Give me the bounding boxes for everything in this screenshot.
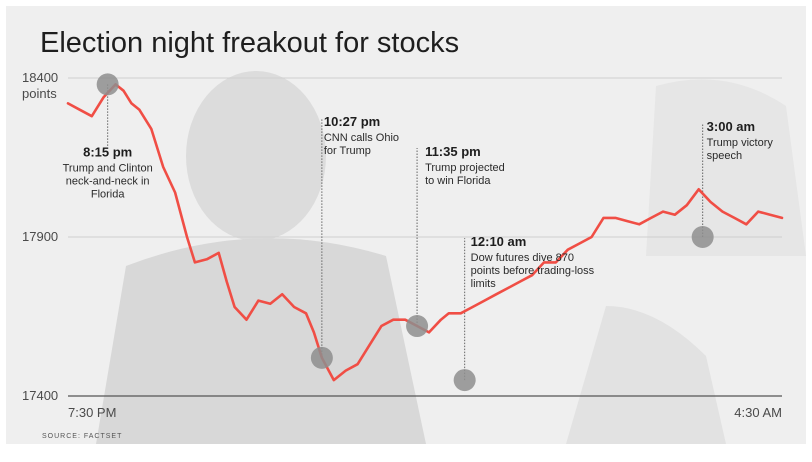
annotation-marker bbox=[453, 369, 476, 392]
y-tick-label: 17900 bbox=[22, 229, 58, 244]
annotation-time: 8:15 pm bbox=[83, 144, 132, 159]
annotation-text: speech bbox=[707, 150, 742, 162]
chart-frame: Election night freakout for stocks 18400… bbox=[6, 6, 806, 444]
annotation-time: 11:35 pm bbox=[425, 144, 481, 159]
annotation-marker bbox=[310, 346, 333, 369]
x-tick-label: 7:30 PM bbox=[68, 405, 116, 420]
source-note: SOURCE: FACTSET bbox=[42, 433, 122, 440]
x-axis: 7:30 PM 4:30 AM bbox=[68, 405, 782, 420]
annotation-text: for Trump bbox=[324, 145, 371, 157]
annotation-text: Trump victory bbox=[707, 137, 774, 149]
annotation-text: limits bbox=[471, 278, 497, 290]
y-axis: 18400 17900 17400 bbox=[22, 70, 58, 403]
annotation-time: 10:27 pm bbox=[324, 114, 380, 129]
annotation-text: neck-and-neck in bbox=[66, 175, 150, 187]
annotation-text: to win Florida bbox=[425, 175, 491, 187]
y-tick-label: 17400 bbox=[22, 388, 58, 403]
background-photo bbox=[96, 71, 806, 444]
annotation-text: Dow futures dive 870 bbox=[471, 252, 574, 264]
chart-title: Election night freakout for stocks bbox=[40, 27, 459, 59]
annotation-text: Trump and Clinton bbox=[63, 162, 153, 174]
annotation-time: 12:10 am bbox=[471, 234, 527, 249]
y-tick-label: 18400 bbox=[22, 70, 58, 85]
annotation-marker bbox=[96, 73, 119, 96]
annotation-markers bbox=[96, 73, 714, 392]
annotation-text: Florida bbox=[91, 188, 126, 200]
y-unit-label: points bbox=[22, 86, 57, 101]
line-chart: Election night freakout for stocks 18400… bbox=[22, 27, 806, 444]
annotation-text: Trump projected bbox=[425, 162, 505, 174]
annotation-marker bbox=[406, 315, 429, 338]
x-tick-label: 4:30 AM bbox=[734, 405, 782, 420]
annotation-time: 3:00 am bbox=[707, 119, 755, 134]
annotation-text: CNN calls Ohio bbox=[324, 132, 399, 144]
annotation-text: points before trading-loss bbox=[471, 265, 595, 277]
annotation-marker bbox=[691, 226, 714, 248]
